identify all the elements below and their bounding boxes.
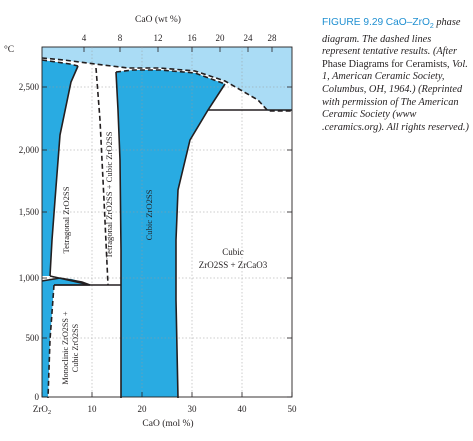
left-tick-label: 1,500 bbox=[19, 207, 40, 217]
left-axis-unit: °C bbox=[4, 44, 14, 55]
tetragonal-cubic-label: Tetragonal ZrO2SS + Cubic ZrO2SS bbox=[104, 131, 114, 258]
plot-frame bbox=[41, 46, 293, 398]
bottom-axis-tick-labels: ZrO2 10 20 30 40 50 bbox=[33, 404, 297, 416]
caption-title-sub: 2 bbox=[429, 23, 434, 31]
figure-caption: FIGURE 9.29 CaO–ZrO2 phase diagram. The … bbox=[322, 17, 470, 134]
bottom-tick-label: ZrO2 bbox=[33, 404, 51, 416]
liquidus-line bbox=[41, 57, 292, 112]
cubic-zrcao-label-1: Cubic bbox=[222, 247, 244, 257]
grid-lines bbox=[42, 47, 292, 397]
caption-after: After bbox=[436, 46, 457, 58]
solidus-line bbox=[41, 59, 226, 85]
caption-citation-tail: Vol. 1, American Ceramic Society, Columb… bbox=[322, 58, 469, 133]
tetragonal-solvus-line bbox=[49, 65, 79, 277]
dashed-left-boundary bbox=[95, 67, 109, 286]
left-tick-label: 2,500 bbox=[19, 82, 40, 92]
top-axis-label: CaO (wt %) bbox=[135, 14, 181, 25]
top-tick-label: 8 bbox=[118, 33, 123, 43]
left-tick-label: 500 bbox=[26, 333, 40, 343]
monoclinic-cubic-region bbox=[42, 278, 90, 397]
top-tick-label: 12 bbox=[154, 33, 163, 43]
top-axis-tick-labels: 4 8 12 16 20 24 28 bbox=[82, 33, 277, 43]
figure-label: FIGURE 9.29 bbox=[322, 17, 384, 28]
liquid-region bbox=[42, 47, 292, 111]
cubic-left-line bbox=[115, 71, 122, 398]
caption-title-tail: phase diagram. The dashed lines represen… bbox=[322, 17, 461, 58]
top-tick-label: 28 bbox=[268, 33, 278, 43]
caption-citation: Phase Diagrams for Ceramists, bbox=[322, 58, 450, 70]
bottom-tick-label: 10 bbox=[88, 404, 98, 414]
cubic-label: Cubic ZrO2SS bbox=[144, 189, 154, 240]
phase-boundaries bbox=[41, 57, 292, 399]
cubic-zrcao-label-2: ZrO2SS + ZrCaO3 bbox=[199, 260, 268, 270]
bottom-tick-label: 50 bbox=[288, 404, 298, 414]
top-tick-label: 20 bbox=[216, 33, 226, 43]
dashed-vertical-line bbox=[47, 284, 55, 399]
top-tick-label: 16 bbox=[188, 33, 198, 43]
bottom-tick-label: 20 bbox=[138, 404, 148, 414]
top-tick-label: 24 bbox=[244, 33, 254, 43]
left-tick-label: 1,000 bbox=[19, 273, 40, 283]
monoclinic-label-1: Monoclinic ZrO2SS + bbox=[61, 311, 70, 385]
left-tick-label: 0 bbox=[35, 392, 40, 402]
monoclinic-label-2: Cubic ZrO2SS bbox=[71, 323, 80, 372]
tetragonal-label: Tetragonal ZrO2SS bbox=[61, 186, 71, 253]
bottom-tick-label: 30 bbox=[188, 404, 198, 414]
bottom-axis-label: CaO (mol %) bbox=[142, 418, 193, 429]
bottom-tick-label: 40 bbox=[238, 404, 248, 414]
left-axis-tick-labels: 0 500 1,000 1,500 2,000 2,500 bbox=[19, 82, 40, 402]
tetragonal-region bbox=[42, 60, 78, 276]
axis-ticks bbox=[41, 47, 293, 398]
top-tick-label: 4 bbox=[82, 33, 87, 43]
cubic-region bbox=[116, 70, 225, 397]
left-tick-label: 2,000 bbox=[19, 145, 40, 155]
caption-title-lead: CaO–ZrO bbox=[385, 17, 430, 28]
